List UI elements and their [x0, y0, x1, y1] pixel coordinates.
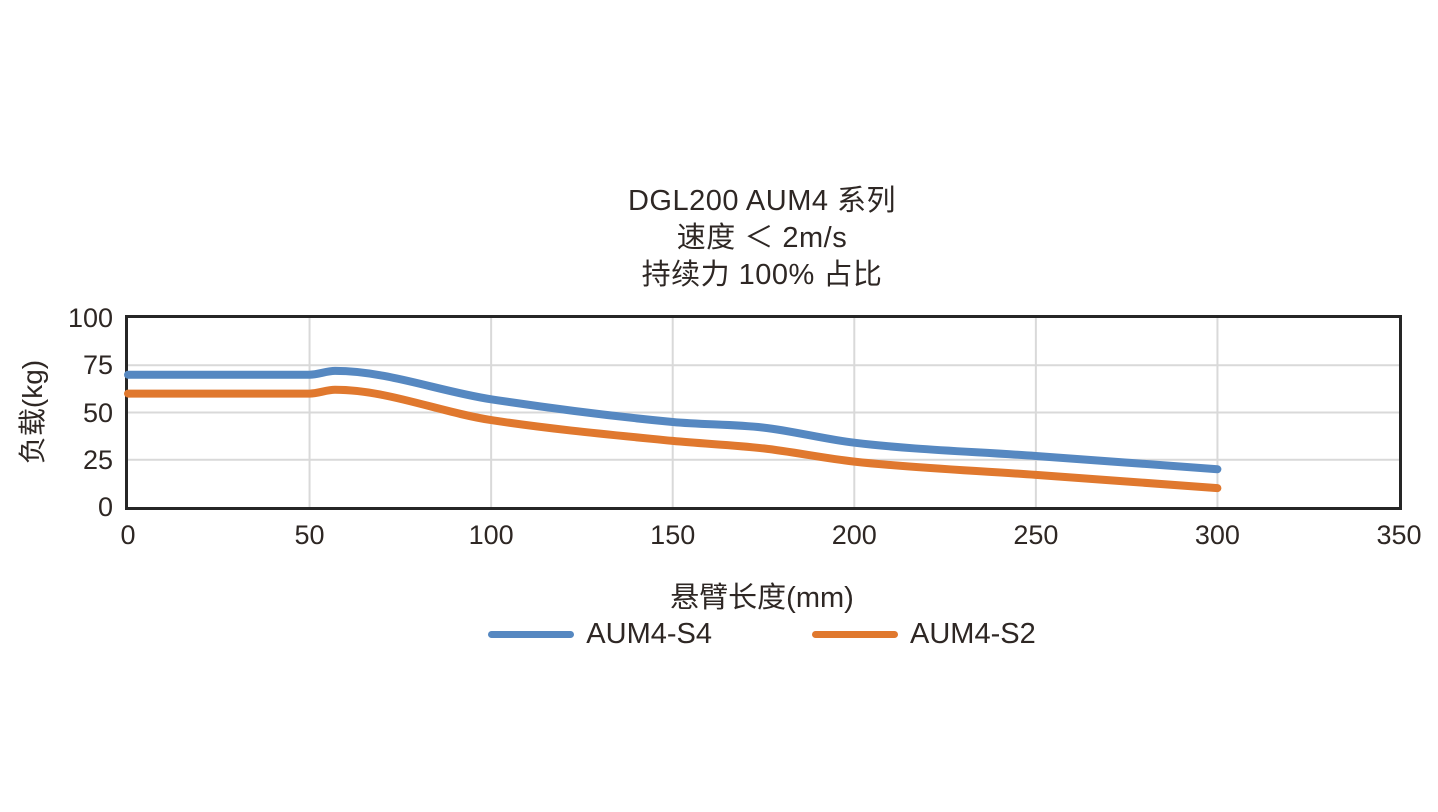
series-line-AUM4-S4: [124, 366, 1222, 474]
y-tick-label-75: 75: [82, 350, 113, 381]
legend: AUM4-S4 AUM4-S2: [126, 618, 1398, 651]
y-tick-label-0: 0: [97, 492, 113, 522]
chart-title-line-1: DGL200 AUM4 系列: [627, 185, 897, 217]
x-tick-label-350: 350: [1376, 520, 1422, 550]
legend-label-aum4-s2: AUM4-S2: [910, 618, 1036, 650]
series-line-AUM4-S2: [124, 385, 1222, 493]
y-tick-label-25: 25: [82, 444, 113, 475]
legend-item-aum4-s4: AUM4-S4: [488, 618, 712, 651]
y-tick-label-100: 100: [67, 303, 113, 333]
plot-area: [124, 318, 1399, 507]
x-axis-title: 悬臂长度(mm): [670, 582, 854, 614]
y-tick-label-50: 50: [82, 397, 113, 428]
x-tick-label-0: 0: [120, 520, 136, 550]
chart-title: DGL200 AUM4 系列 速度 ＜ 2m/s 持续力 100% 占比: [126, 183, 1398, 294]
chart-title-line-2: 速度 ＜ 2m/s: [676, 222, 848, 254]
x-tick-label-100: 100: [468, 520, 514, 550]
chart-title-line-3: 持续力 100% 占比: [641, 259, 883, 291]
legend-item-aum4-s2: AUM4-S2: [812, 618, 1036, 651]
x-tick-label-150: 150: [650, 520, 696, 550]
legend-swatch-aum4-s2: [812, 631, 898, 638]
plot-border: [124, 315, 1402, 510]
x-tick-label-50: 50: [294, 520, 325, 550]
x-tick-label-250: 250: [1013, 520, 1059, 550]
x-tick-label-300: 300: [1194, 520, 1240, 550]
x-tick-label-200: 200: [831, 520, 877, 550]
legend-label-aum4-s4: AUM4-S4: [586, 618, 712, 650]
legend-swatch-aum4-s4: [488, 631, 575, 638]
